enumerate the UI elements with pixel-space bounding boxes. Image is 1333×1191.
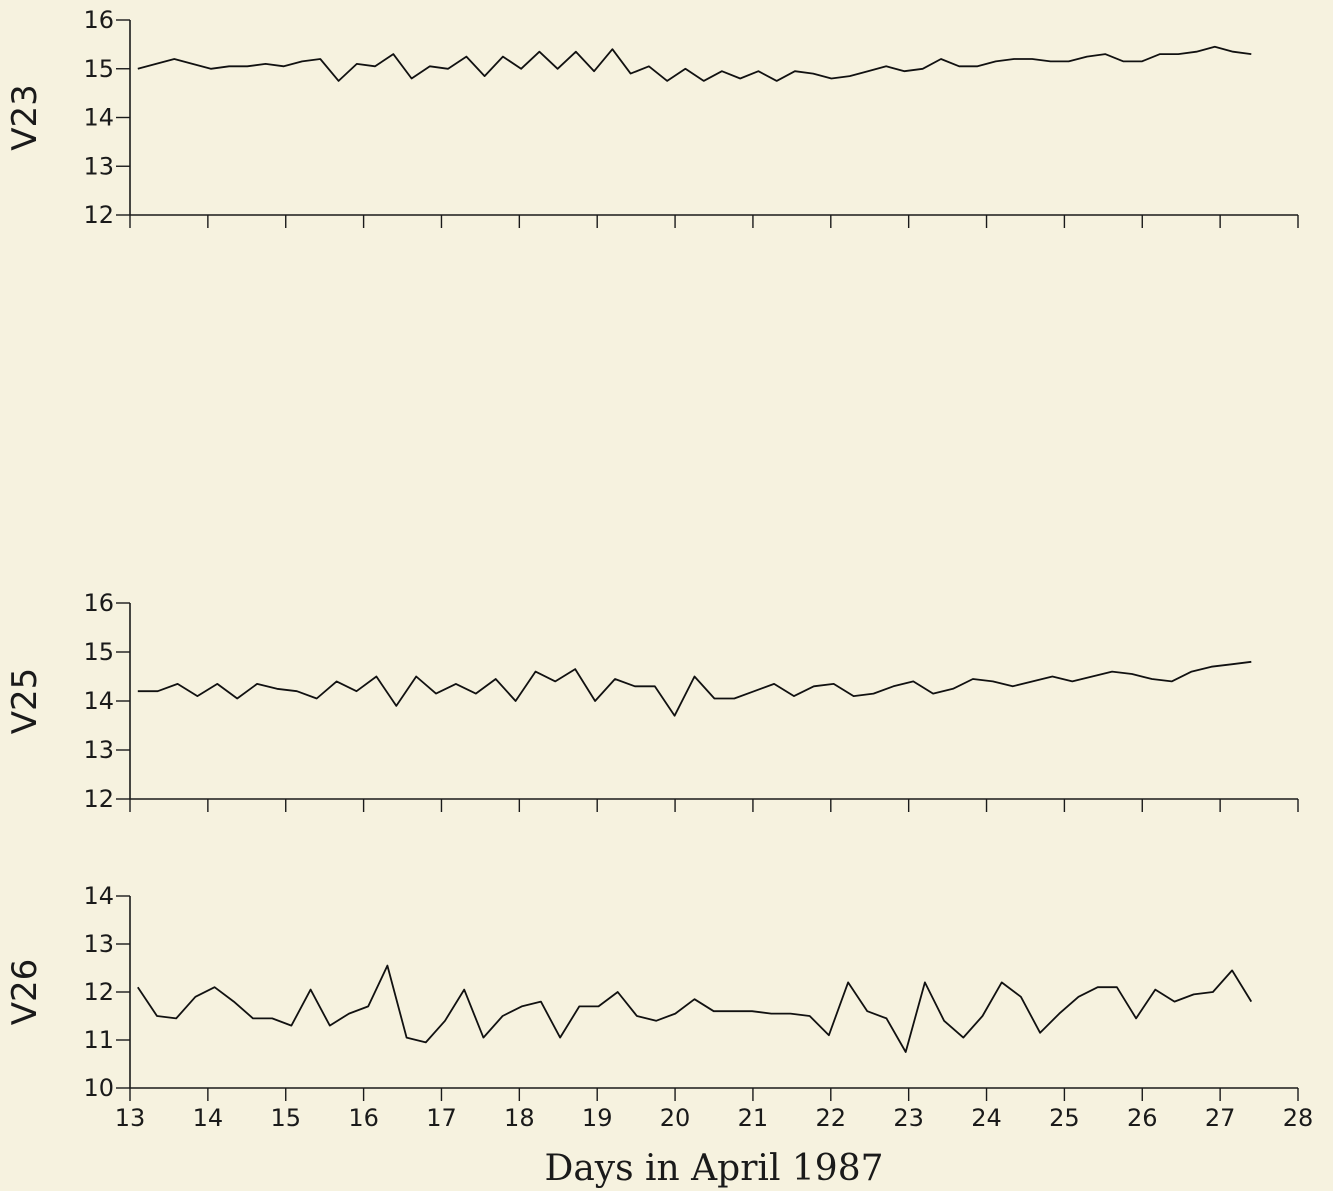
x-tick-label: 17 [426, 1104, 457, 1132]
x-tick-label: 27 [1205, 1104, 1236, 1132]
panel-v25: 12 13 14 15 16 V25 [5, 589, 1299, 813]
x-tick-label: 26 [1127, 1104, 1158, 1132]
y-tick-label: 13 [83, 930, 114, 958]
x-tick-label: 15 [270, 1104, 301, 1132]
series-line [137, 660, 1252, 717]
x-tick-label: 20 [660, 1104, 691, 1132]
y-tick-label: 14 [83, 687, 114, 715]
x-tick-label: 24 [971, 1104, 1002, 1132]
y-tick-label: 16 [83, 589, 114, 617]
y-tick-label: 14 [83, 104, 114, 132]
y-tick-label: 10 [83, 1074, 114, 1102]
y-tick-label: 12 [83, 785, 114, 813]
x-tick-label: 28 [1283, 1104, 1314, 1132]
y-tick-label: 14 [83, 882, 114, 910]
x-tick-label: 21 [738, 1104, 769, 1132]
y-tick-label: 13 [83, 736, 114, 764]
x-tick-label: 23 [893, 1104, 924, 1132]
y-tick-label: 15 [83, 638, 114, 666]
x-tick-label: 16 [348, 1104, 379, 1132]
x-axis-label: Days in April 1987 [544, 1148, 883, 1189]
y-axis-label: V26 [5, 959, 45, 1026]
x-tick-label: 13 [115, 1104, 146, 1132]
y-tick-label: 13 [83, 152, 114, 180]
y-tick-label: 12 [83, 978, 114, 1006]
x-tick-label: 22 [816, 1104, 847, 1132]
series-line [137, 45, 1252, 82]
y-axis-label: V25 [5, 668, 45, 735]
y-tick-label: 15 [83, 55, 114, 83]
x-tick-label: 25 [1049, 1104, 1080, 1132]
panel-v23: 12 13 14 15 16 V23 [5, 6, 1299, 229]
y-tick-label: 11 [83, 1026, 114, 1054]
x-tick-label: 19 [582, 1104, 613, 1132]
series-line [137, 964, 1253, 1053]
x-tick-label: 14 [193, 1104, 224, 1132]
y-tick-label: 16 [83, 6, 114, 34]
panel-v26: 10 11 12 13 14 13 14 15 16 17 18 19 20 21 22 23 24 25 26 27… [5, 882, 1313, 1189]
x-tick-label: 18 [504, 1104, 535, 1132]
y-axis-label: V23 [5, 84, 45, 151]
y-tick-label: 12 [83, 201, 114, 229]
